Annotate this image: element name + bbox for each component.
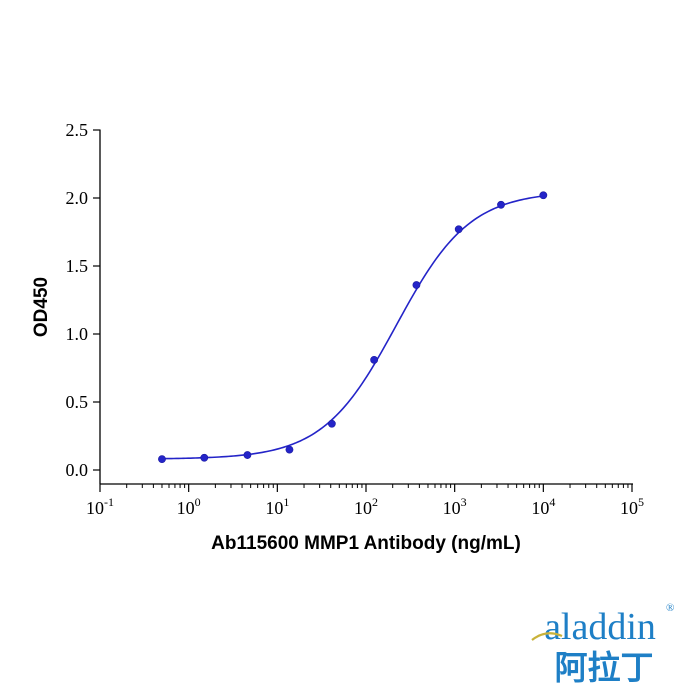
logo-chinese-name: 阿拉丁 <box>555 648 654 687</box>
y-axis-title: OD450 <box>31 277 52 337</box>
y-tick-label: 0.0 <box>66 460 89 480</box>
aladdin-logo: aladdin ® 阿拉丁 <box>531 602 674 687</box>
logo-wordmark: aladdin <box>544 606 656 648</box>
data-point <box>158 455 166 464</box>
data-point <box>285 445 294 454</box>
x-tick-label: 104 <box>531 495 555 518</box>
data-point <box>539 191 548 200</box>
axes <box>99 129 633 485</box>
data-points <box>158 191 548 464</box>
y-tick-label: 1.5 <box>66 256 89 276</box>
x-tick-label: 101 <box>265 495 289 518</box>
x-tick-label: 100 <box>177 495 201 518</box>
data-point <box>243 451 252 459</box>
data-point <box>412 281 421 289</box>
data-point <box>370 355 379 364</box>
x-axis-title: Ab115600 MMP1 Antibody (ng/mL) <box>211 533 521 554</box>
x-tick-label: 105 <box>620 495 644 518</box>
data-point <box>200 453 209 462</box>
y-tick-label: 2.0 <box>66 188 89 208</box>
data-point <box>454 225 463 234</box>
y-tick-label: 1.0 <box>66 324 89 344</box>
x-tick-label: 10-1 <box>86 495 114 518</box>
fit-curve-group <box>161 195 544 460</box>
logo-accent-swoosh <box>531 632 563 641</box>
data-point <box>497 200 505 209</box>
y-ticks: 0.0 0.5 1.0 1.5 2.0 2.5 <box>66 120 100 480</box>
logo-registered-mark: ® <box>666 602 674 614</box>
x-tick-label: 103 <box>443 495 467 518</box>
data-point <box>327 419 336 428</box>
x-tick-label: 102 <box>354 495 378 518</box>
y-tick-label: 2.5 <box>66 120 89 140</box>
x-ticks: 10-1 100 101 102 103 104 105 <box>86 484 644 518</box>
fit-curve <box>161 195 544 460</box>
y-tick-label: 0.5 <box>66 392 89 412</box>
